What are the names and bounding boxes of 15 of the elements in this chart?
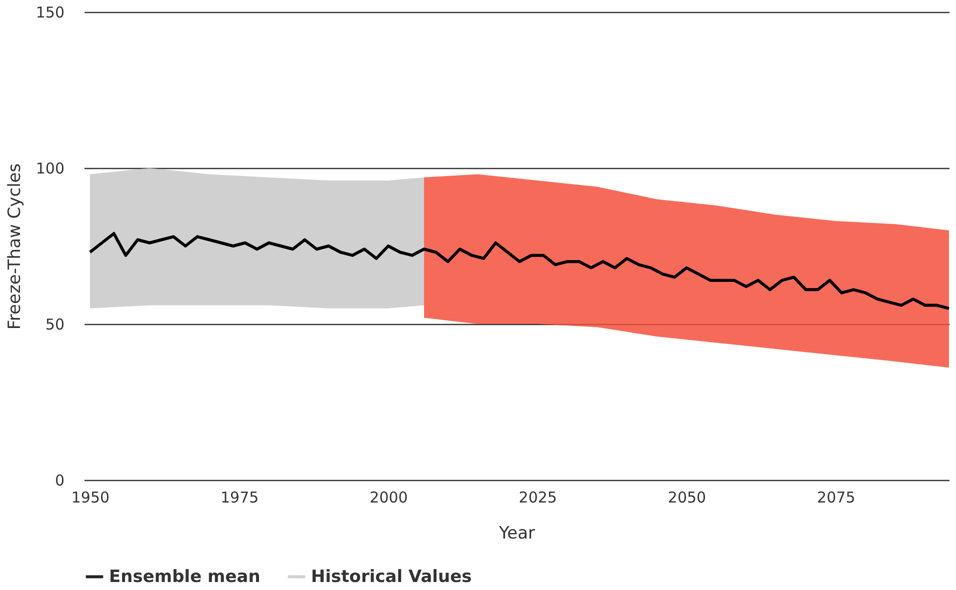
line-series: [88, 232, 950, 310]
x-tick-label: 1975: [220, 488, 259, 506]
y-tick-label: 50: [45, 316, 64, 334]
x-tick-label: 2050: [668, 488, 706, 506]
x-tick-label: 2025: [518, 488, 557, 506]
x-tick-label: 2075: [817, 488, 856, 506]
x-axis-title: Year: [498, 524, 536, 544]
y-tick-label: 0: [54, 472, 64, 490]
legend-label: Historical Values: [311, 566, 472, 587]
x-tick-label: 2000: [370, 488, 408, 506]
legend-label: Ensemble mean: [109, 566, 260, 587]
x-tick-label: 1950: [71, 488, 110, 506]
y-tick-label: 150: [36, 4, 64, 22]
y-axis-title: Freeze-Thaw Cycles: [4, 163, 25, 330]
y-tick-label: 100: [36, 160, 64, 178]
